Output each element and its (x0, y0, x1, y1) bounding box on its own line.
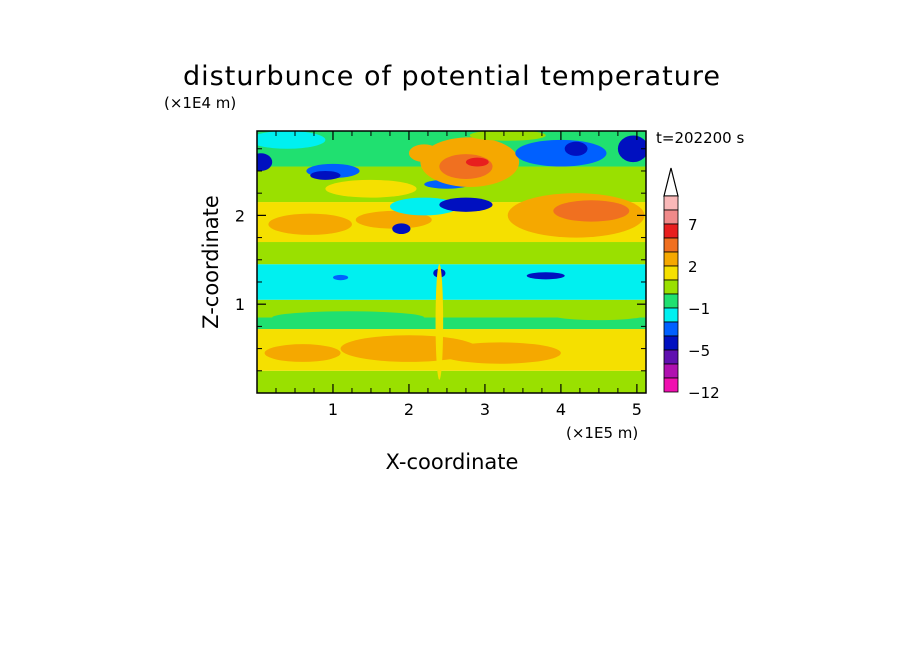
field-band-4 (257, 264, 646, 300)
x-tick-label-1: 2 (404, 400, 414, 419)
colorbar-swatch-4 (663, 251, 679, 267)
colorbar-swatch-6 (663, 279, 679, 295)
colorbar-swatch-1 (663, 209, 679, 225)
colorbar-swatch-0 (663, 195, 679, 211)
field-feature-9 (268, 213, 352, 235)
colorbar-label-3: −5 (688, 342, 710, 360)
field-feature-13 (389, 197, 459, 216)
colorbar-extend-arrow (663, 167, 679, 197)
time-label: t=202200 s (656, 129, 744, 147)
field-band-2 (257, 317, 646, 330)
plot-frame (256, 130, 647, 394)
x-unit-label: (×1E5 m) (566, 424, 638, 442)
field-feature-19 (465, 157, 489, 167)
colorbar-label-2: −1 (688, 300, 710, 318)
field-feature-20 (408, 144, 440, 163)
field-feature-23 (310, 170, 341, 180)
colorbar-swatch-13 (663, 377, 679, 393)
axis-ticks: 1 2 3 4 5 1 2 (235, 131, 646, 419)
x-tick-label-4: 5 (632, 400, 642, 419)
y-unit-label: (×1E4 m) (164, 94, 236, 112)
field-feature-28 (469, 131, 546, 141)
colorbar: 7 2 −1 −5 −12 (663, 167, 720, 402)
field-feature-27 (257, 131, 326, 149)
field-feature-18 (439, 154, 493, 179)
y-axis-title: Z-coordinate (199, 195, 223, 329)
field-feature-25 (564, 141, 588, 156)
x-tick-label-3: 4 (556, 400, 566, 419)
x-tick-label-0: 1 (328, 400, 338, 419)
field-band-0 (257, 370, 646, 393)
colorbar-swatch-11 (663, 349, 679, 365)
y-tick-label-0: 1 (235, 295, 245, 314)
x-axis-title: X-coordinate (386, 450, 519, 474)
field-feature-1 (439, 342, 561, 364)
field-band-5 (257, 242, 646, 265)
field-feature-2 (264, 344, 341, 362)
field-feature-29 (325, 179, 417, 198)
field-feature-4 (545, 305, 646, 321)
field-feature-7 (332, 274, 349, 281)
colorbar-swatch-7 (663, 293, 679, 309)
field-feature-15 (439, 197, 493, 212)
field-feature-8 (435, 264, 444, 380)
colorbar-label-4: −12 (688, 384, 720, 402)
field-feature-21 (257, 153, 273, 171)
colorbar-swatch-5 (663, 265, 679, 281)
field-feature-6 (526, 272, 565, 280)
colorbar-swatch-9 (663, 321, 679, 337)
y-tick-label-1: 2 (235, 206, 245, 225)
field-feature-24 (515, 139, 607, 167)
colorbar-label-0: 7 (688, 216, 698, 234)
colorbar-swatch-8 (663, 307, 679, 323)
colorbar-swatch-12 (663, 363, 679, 379)
colorbar-swatch-10 (663, 335, 679, 351)
colorbar-swatch-3 (663, 237, 679, 253)
field-feature-16 (392, 223, 411, 235)
contour-field (257, 131, 646, 393)
field-feature-12 (553, 200, 630, 222)
field-feature-3 (272, 311, 425, 324)
x-tick-label-2: 3 (480, 400, 490, 419)
field-feature-26 (617, 135, 646, 163)
field-feature-10 (355, 210, 432, 229)
chart-title: disturbunce of potential temperature (183, 61, 721, 92)
colorbar-label-1: 2 (688, 258, 698, 276)
colorbar-swatch-2 (663, 223, 679, 239)
